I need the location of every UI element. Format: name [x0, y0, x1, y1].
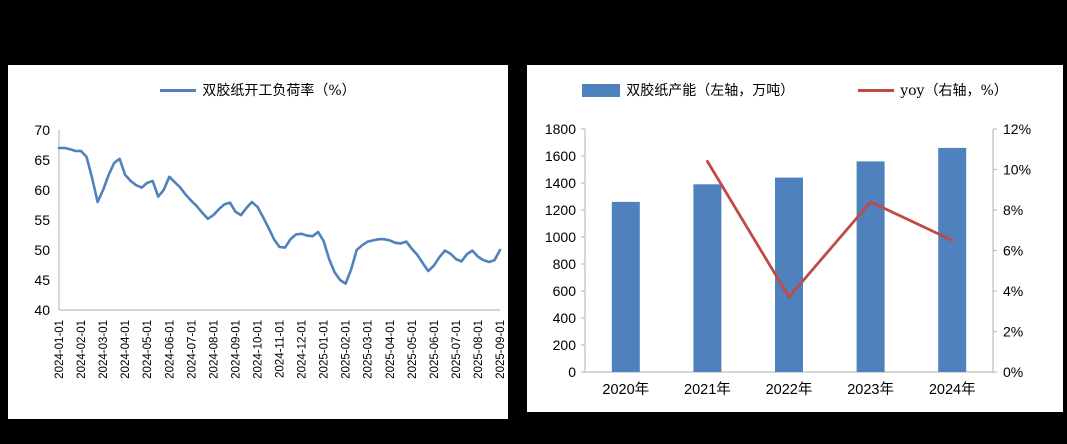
x-axis-tick-label: 2024-11-01 — [275, 320, 287, 378]
left-y-tick-label: 400 — [553, 310, 577, 326]
combo-chart-legend: 双胶纸产能（左轴，万吨） yoy（右轴，%） — [527, 79, 1063, 101]
category-label: 2022年 — [766, 381, 813, 398]
right-y-tick-label: 0% — [1003, 364, 1023, 380]
left-y-tick-label: 1800 — [545, 121, 576, 137]
y-axis-tick-label: 70 — [34, 122, 50, 138]
x-axis-tick-label: 2024-04-01 — [120, 320, 132, 379]
left-y-tick-label: 600 — [553, 283, 577, 299]
x-axis-tick-label: 2025-08-01 — [473, 320, 485, 379]
right-y-tick-label: 2% — [1003, 324, 1023, 340]
category-label: 2021年 — [684, 381, 731, 398]
legend-item-yoy: yoy（右轴，%） — [858, 80, 1008, 100]
y-axis-tick-label: 50 — [34, 242, 50, 258]
x-axis-tick-label: 2024-09-01 — [230, 320, 242, 379]
y-axis-tick-label: 45 — [34, 272, 50, 288]
line-chart-legend: 双胶纸开工负荷率（%） — [8, 79, 508, 101]
right-y-tick-label: 4% — [1003, 283, 1023, 299]
capacity-bar — [693, 184, 722, 372]
legend-label-capacity: 双胶纸产能（左轴，万吨） — [626, 83, 795, 99]
right-y-tick-label: 10% — [1003, 162, 1031, 178]
capacity-bar — [938, 147, 967, 372]
x-axis-tick-label: 2024-03-01 — [98, 320, 110, 379]
category-label: 2020年 — [602, 381, 649, 398]
x-axis-tick-label: 2024-05-01 — [142, 320, 154, 379]
legend-label-yoy: yoy（右轴，%） — [900, 83, 1008, 99]
legend-item-operating-rate: 双胶纸开工负荷率（%） — [160, 80, 356, 100]
y-axis-tick-label: 65 — [34, 152, 50, 168]
y-axis-tick-label: 40 — [34, 302, 50, 318]
x-axis-tick-label: 2024-07-01 — [186, 320, 198, 379]
capacity-yoy-combo-chart: 0 200 400 600 800 1000 1200 1400 1600 1800 0% 2% 4% 6… — [545, 121, 1031, 398]
operating-rate-line-chart: 40 45 50 55 60 65 70 2024-01-01 2024-02-01 2024-0… — [34, 122, 507, 379]
x-axis-tick-label: 2025-03-01 — [363, 320, 375, 379]
red-line-swatch-icon — [858, 88, 895, 92]
right-y-tick-label: 6% — [1003, 243, 1023, 259]
x-axis-tick-label: 2025-06-01 — [429, 320, 441, 379]
y-axis-tick-label: 55 — [34, 212, 50, 228]
x-axis-tick-label: 2025-05-01 — [407, 320, 419, 379]
left-y-tick-label: 1600 — [545, 148, 576, 164]
blue-bar-swatch-icon — [582, 83, 621, 97]
x-axis-tick-label: 2024-01-01 — [54, 320, 66, 379]
x-axis-tick-label: 2025-02-01 — [341, 320, 353, 379]
left-y-tick-label: 800 — [553, 256, 577, 272]
yoy-line — [705, 160, 954, 299]
left-y-tick-label: 1400 — [545, 175, 576, 191]
combo-chart-panel: 双胶纸产能（左轴，万吨） yoy（右轴，%） 0 200 400 600 800 1000… — [527, 65, 1063, 412]
capacity-bar — [856, 161, 885, 372]
x-axis-tick-label: 2025-09-01 — [495, 320, 507, 379]
x-axis-tick-label: 2024-10-01 — [252, 320, 264, 379]
right-y-tick-label: 12% — [1003, 121, 1031, 137]
capacity-bar — [611, 201, 640, 372]
line-chart-panel: 双胶纸开工负荷率（%） 40 45 50 55 60 65 70 2024-01-01 2024… — [8, 65, 508, 419]
capacity-bar — [775, 177, 803, 372]
legend-label-operating-rate: 双胶纸开工负荷率（%） — [202, 83, 356, 99]
category-label: 2024年 — [929, 381, 976, 398]
x-axis-tick-label: 2025-04-01 — [385, 320, 397, 379]
x-axis-tick-label: 2024-02-01 — [76, 320, 88, 379]
x-axis-tick-label: 2024-06-01 — [164, 320, 176, 379]
y-axis-tick-label: 60 — [34, 182, 50, 198]
x-axis-tick-label: 2024-12-01 — [297, 320, 309, 379]
left-y-tick-label: 200 — [553, 337, 577, 353]
x-axis-tick-label: 2025-01-01 — [319, 320, 331, 379]
left-y-tick-label: 1200 — [545, 202, 576, 218]
legend-item-capacity: 双胶纸产能（左轴，万吨） — [582, 80, 794, 100]
category-label: 2023年 — [847, 381, 894, 398]
x-axis-tick-label: 2025-07-01 — [451, 320, 463, 379]
left-y-tick-label: 0 — [568, 364, 576, 380]
x-axis-tick-label: 2024-08-01 — [208, 320, 220, 379]
blue-line-swatch-icon — [160, 88, 197, 92]
right-y-tick-label: 8% — [1003, 202, 1023, 218]
left-y-tick-label: 1000 — [545, 229, 576, 245]
operating-rate-line — [57, 146, 502, 285]
